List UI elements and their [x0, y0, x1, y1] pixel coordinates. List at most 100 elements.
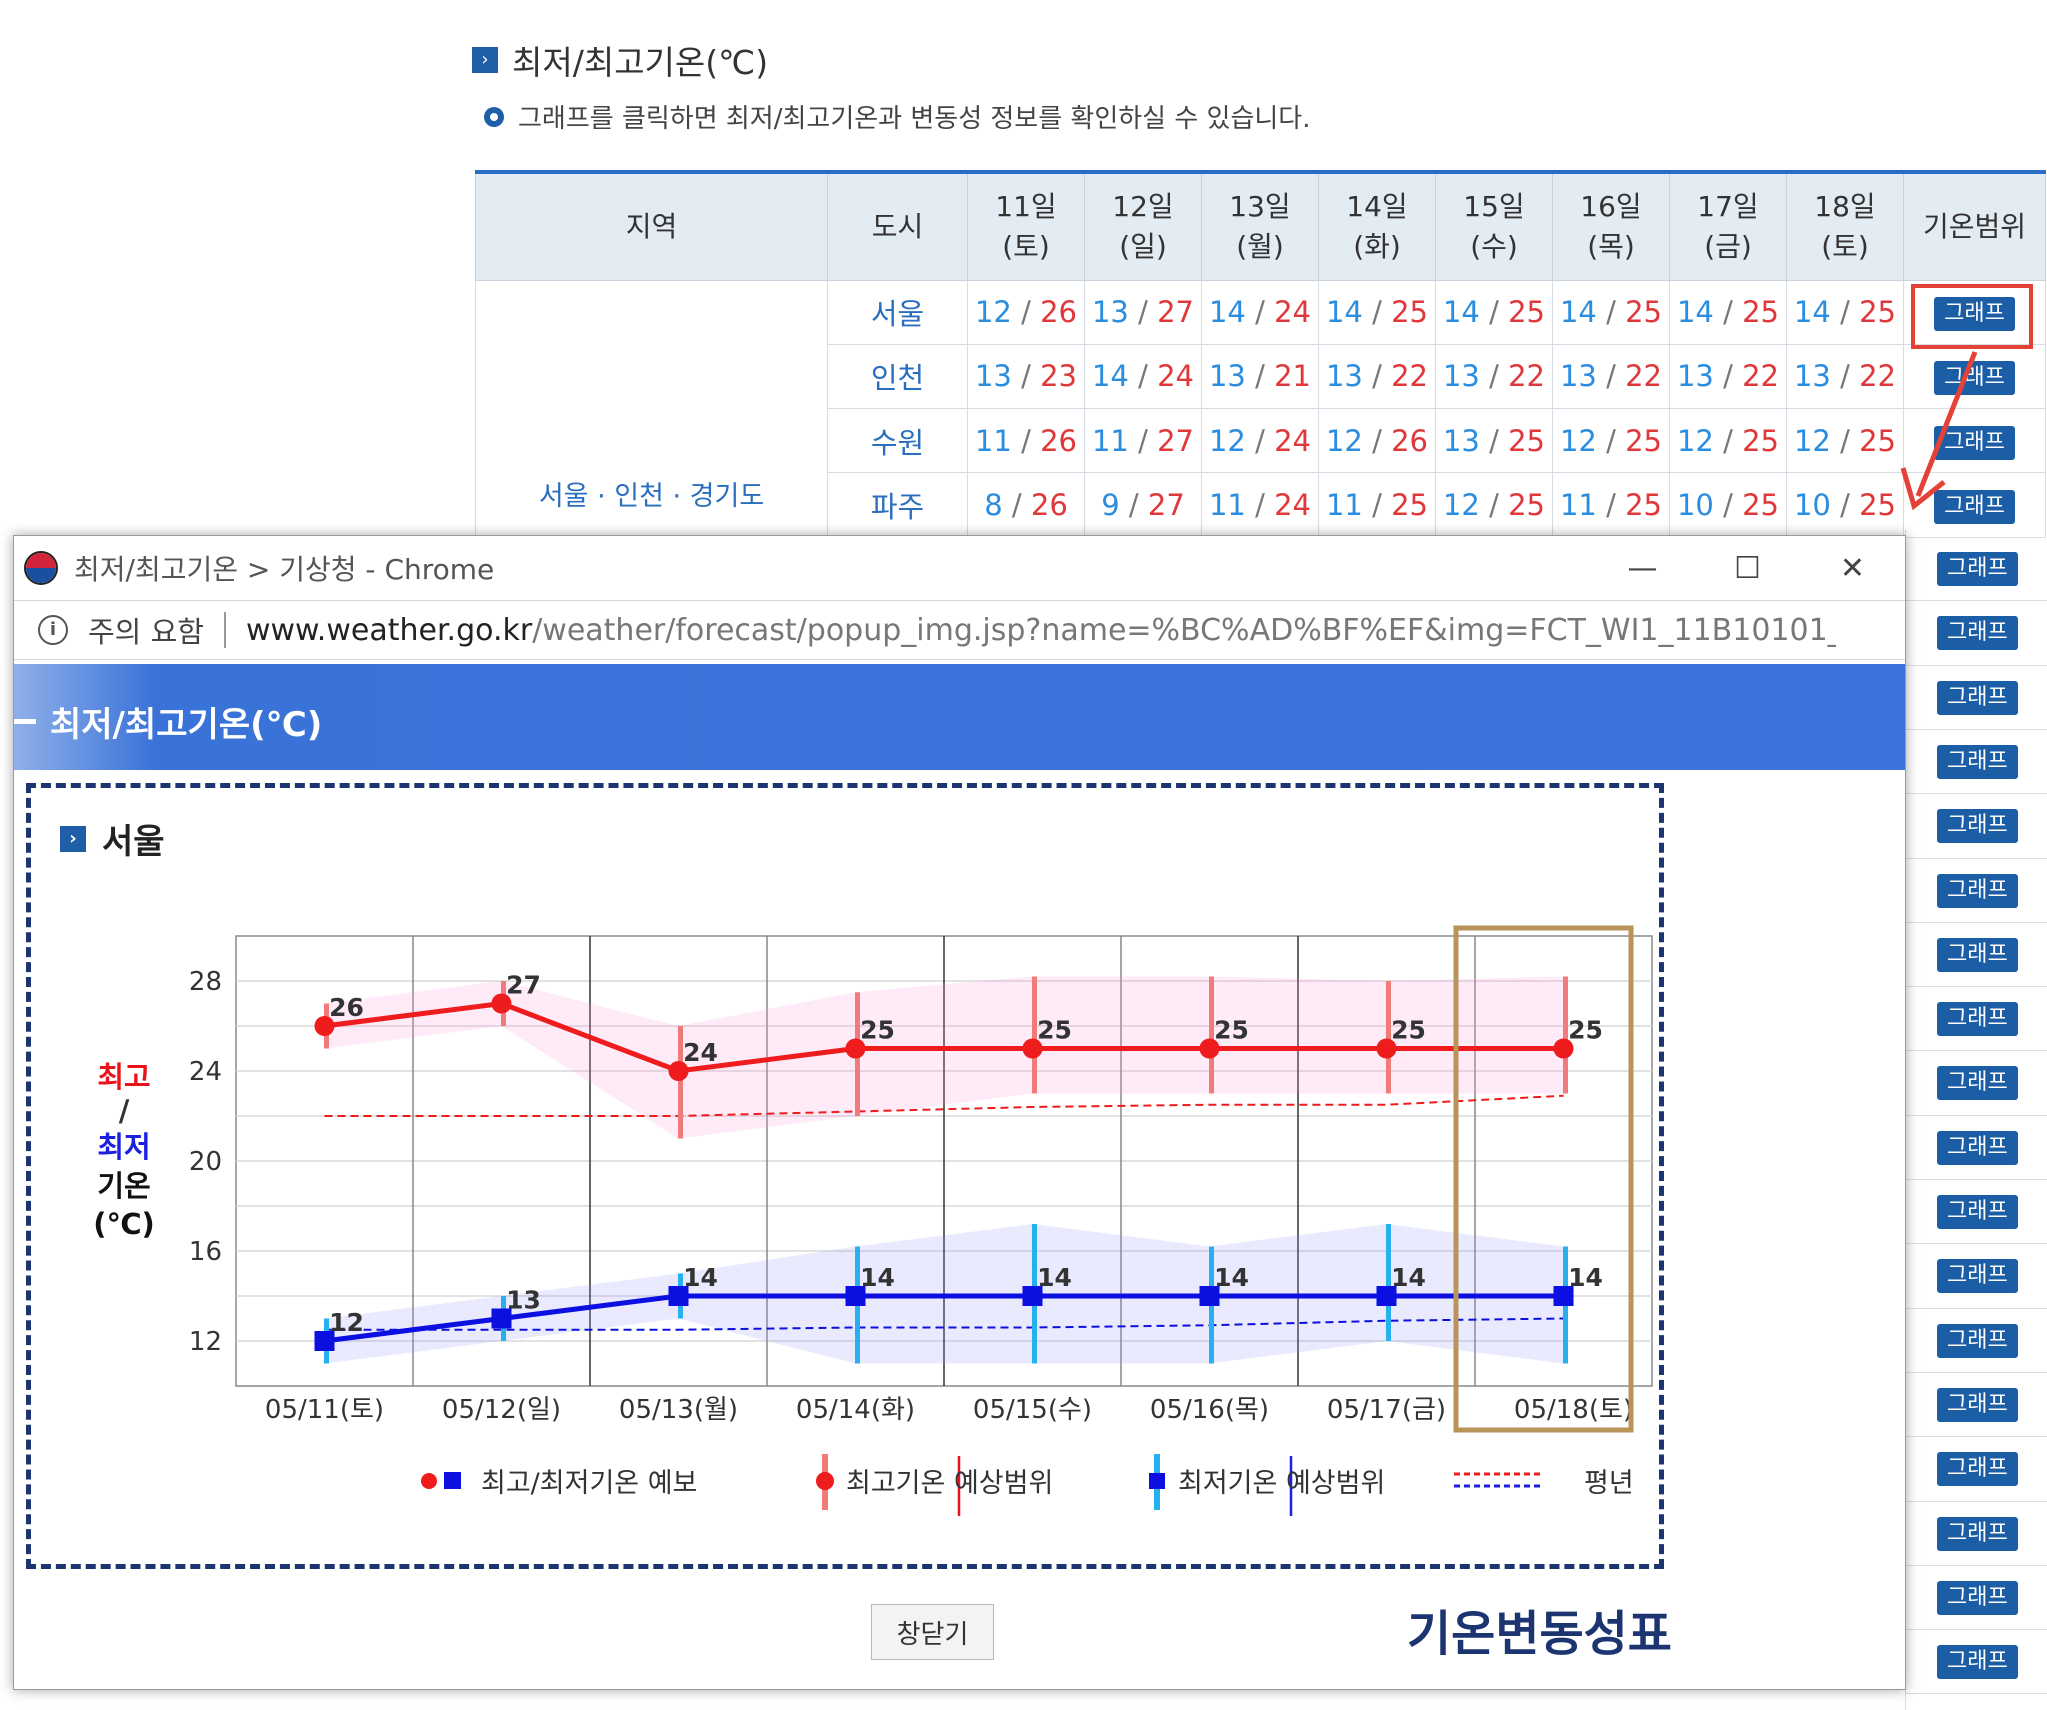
window-title: 최저/최고기온 > 기상청 - Chrome: [74, 553, 495, 586]
graph-button[interactable]: 그래프: [1937, 809, 2018, 844]
data-point: [1553, 1286, 1574, 1306]
temp-cell: 14 / 25: [1435, 279, 1553, 345]
min-temp: 14: [1325, 295, 1363, 330]
graph-button[interactable]: 그래프: [1934, 425, 2015, 460]
kma-logo-icon: [24, 551, 58, 585]
graph-button[interactable]: 그래프: [1934, 490, 2015, 525]
max-temp: 23: [1040, 359, 1078, 394]
data-label: 14: [1391, 1263, 1426, 1292]
max-temp: 25: [1859, 295, 1897, 330]
data-label: 12: [329, 1308, 364, 1337]
x-tick-label: 05/12(일): [442, 1395, 561, 1425]
minimize-button[interactable]: —: [1627, 550, 1658, 586]
graph-button[interactable]: 그래프: [1937, 1323, 2018, 1358]
bullet-icon: [484, 106, 504, 127]
min-temp: 12: [1793, 423, 1831, 458]
series-line: [324, 1293, 1564, 1344]
min-temp: 13: [1325, 359, 1363, 394]
graph-button[interactable]: 그래프: [1934, 297, 2015, 332]
temp-cell: 13 / 21: [1201, 343, 1319, 410]
graph-button[interactable]: 그래프: [1934, 361, 2015, 396]
graph-button[interactable]: 그래프: [1937, 873, 2018, 908]
data-label: 25: [860, 1016, 895, 1045]
graph-button[interactable]: 그래프: [1937, 552, 2018, 586]
graph-button[interactable]: 그래프: [1937, 1259, 2018, 1294]
row-divider: [1905, 600, 2047, 602]
maximize-button[interactable]: ☐: [1734, 550, 1761, 586]
graph-button[interactable]: 그래프: [1937, 744, 2018, 779]
graph-button[interactable]: 그래프: [1937, 680, 2018, 715]
temp-cell: 14 / 24: [1201, 279, 1319, 345]
graph-button[interactable]: 그래프: [1937, 937, 2018, 972]
graph-button[interactable]: 그래프: [1937, 616, 2018, 651]
max-temp: 26: [1391, 423, 1429, 458]
graph-button[interactable]: 그래프: [1937, 1066, 2018, 1101]
temp-cell: 13 / 22: [1786, 343, 1904, 410]
row-divider: [1905, 793, 2047, 795]
city-cell[interactable]: 인천: [827, 343, 968, 410]
graph-button[interactable]: 그래프: [1937, 1387, 2018, 1422]
graph-button[interactable]: 그래프: [1937, 1130, 2018, 1165]
min-temp: 14: [1559, 295, 1597, 330]
highlight-box: [1453, 925, 1634, 1433]
temp-cell: 9 / 27: [1084, 472, 1202, 538]
min-temp: 9: [1101, 488, 1120, 523]
close-popup-button[interactable]: 창닫기: [871, 1604, 994, 1660]
data-label: 26: [329, 993, 364, 1022]
graph-button[interactable]: 그래프: [1937, 1516, 2018, 1551]
header-day: 11일 (토): [967, 171, 1085, 281]
popup-window: 최저/최고기온 > 기상청 - Chrome — ☐ ✕ i 주의 요함 www…: [13, 535, 1906, 1690]
graph-button[interactable]: 그래프: [1937, 1195, 2018, 1229]
min-temp: 14: [1793, 295, 1831, 330]
data-point: [491, 1308, 512, 1329]
temp-cell: 11 / 25: [1318, 472, 1436, 538]
info-icon[interactable]: i: [38, 615, 68, 645]
legend-marker: [1149, 1473, 1165, 1489]
range-cell: 그래프: [1903, 343, 2046, 410]
row-divider: [1905, 1371, 2047, 1373]
temperature-chart[interactable]: 12 16 20 24 28 05/11(토) 05/12(일) 05/13(월) 05/14(…: [14, 536, 1905, 1691]
legend-label: 최고기온 예상범위: [846, 1468, 1053, 1499]
data-label: 27: [506, 971, 541, 1000]
graph-button[interactable]: 그래프: [1937, 1645, 2018, 1680]
min-temp: 13: [1208, 359, 1246, 394]
max-temp: 25: [1391, 488, 1429, 523]
row-divider: [1905, 921, 2047, 923]
row-divider: [1905, 1436, 2047, 1438]
range-cell: 그래프: [1903, 279, 2046, 345]
max-temp: 25: [1391, 295, 1429, 330]
min-temp: 13: [1442, 423, 1480, 458]
data-label: 14: [1037, 1263, 1072, 1292]
row-divider: [1905, 1243, 2047, 1245]
section-note-text: 그래프를 클릭하면 최저/최고기온과 변동성 정보를 확인하실 수 있습니다.: [518, 104, 1311, 134]
min-temp: 12: [974, 295, 1012, 330]
url-text[interactable]: www.weather.go.kr/weather/forecast/popup…: [245, 612, 1836, 648]
city-cell[interactable]: 파주: [827, 472, 968, 538]
data-point: [845, 1286, 866, 1306]
legend-marker: [816, 1472, 834, 1490]
region-cell[interactable]: 서울 · 인천 · 경기도: [475, 279, 828, 538]
graph-button[interactable]: 그래프: [1937, 1002, 2018, 1037]
arrow-square-icon: ›: [60, 825, 86, 852]
header-day: 13일 (월): [1201, 171, 1319, 281]
max-temp: 27: [1147, 488, 1185, 523]
data-label: 14: [1214, 1263, 1249, 1292]
data-point: [1376, 1286, 1397, 1306]
data-point: [314, 1331, 335, 1351]
min-temp: 13: [1442, 359, 1480, 394]
series-line: [324, 1000, 1564, 1074]
y-axis-label: 최고: [97, 1060, 150, 1094]
security-label[interactable]: 주의 요함: [88, 615, 204, 649]
city-cell[interactable]: 수원: [827, 408, 968, 474]
city-cell[interactable]: 서울: [827, 279, 968, 345]
data-point: [1022, 1286, 1043, 1306]
range-cell: 그래프: [1903, 472, 2046, 538]
row-divider: [1905, 664, 2047, 666]
min-temp: 14: [1091, 359, 1129, 394]
close-window-button[interactable]: ✕: [1839, 550, 1866, 586]
graph-button[interactable]: 그래프: [1937, 1452, 2018, 1487]
address-bar[interactable]: i 주의 요함 www.weather.go.kr/weather/foreca…: [14, 600, 1905, 660]
graph-button[interactable]: 그래프: [1937, 1580, 2018, 1615]
x-tick-label: 05/17(금): [1327, 1395, 1446, 1425]
data-label: 25: [1214, 1016, 1249, 1045]
